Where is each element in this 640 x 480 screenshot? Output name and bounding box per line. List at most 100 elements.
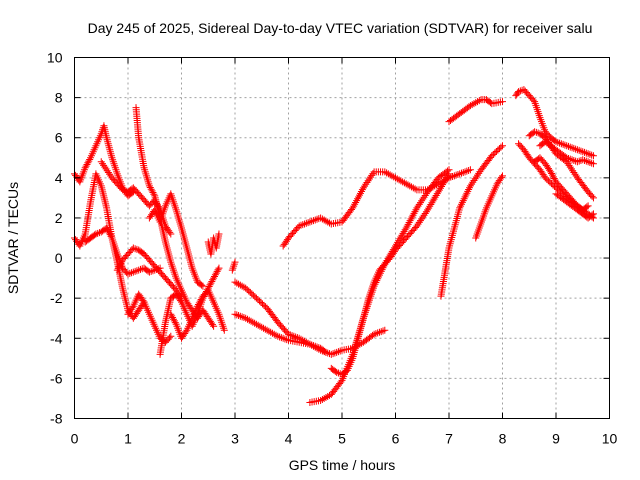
data-point	[235, 312, 243, 320]
data-point	[497, 173, 505, 181]
grid-lines	[74, 57, 610, 419]
data-point	[309, 342, 317, 350]
data-point	[116, 261, 124, 269]
data-point	[414, 202, 422, 210]
data-point	[404, 220, 412, 228]
data-point	[408, 183, 416, 191]
data-point	[427, 201, 435, 209]
series-s9	[167, 286, 228, 342]
data-point	[577, 147, 585, 155]
data-point	[575, 146, 583, 154]
data-point	[106, 170, 114, 178]
data-point	[169, 315, 177, 323]
data-point	[82, 162, 90, 170]
data-point	[466, 102, 474, 110]
data-point	[306, 340, 314, 348]
data-point	[103, 167, 111, 175]
data-point	[259, 300, 267, 308]
data-point	[308, 217, 316, 225]
data-point	[461, 168, 469, 176]
data-point	[288, 332, 296, 340]
data-point	[372, 330, 380, 338]
data-point	[114, 264, 122, 272]
data-point	[245, 287, 253, 295]
data-point	[568, 144, 576, 152]
data-point	[359, 184, 367, 192]
data-point	[334, 348, 342, 356]
data-point	[515, 88, 523, 96]
data-point	[572, 145, 580, 153]
data-point	[549, 173, 557, 181]
x-tick-label: 10	[602, 431, 618, 447]
data-point	[472, 173, 480, 181]
data-point	[313, 343, 321, 351]
data-point	[465, 166, 473, 174]
series-s19	[437, 142, 506, 300]
data-point	[529, 96, 537, 104]
data-point	[402, 224, 410, 232]
data-point	[422, 208, 430, 216]
data-point	[566, 143, 574, 151]
data-point	[129, 268, 137, 276]
data-point	[386, 171, 394, 179]
data-point	[235, 280, 243, 288]
data-point	[362, 180, 370, 188]
data-point	[470, 177, 478, 185]
data-point	[297, 221, 305, 229]
data-point	[299, 221, 307, 229]
data-point	[369, 331, 377, 339]
data-point	[434, 188, 442, 196]
data-point	[569, 167, 577, 175]
data-point	[115, 263, 123, 271]
data-point	[367, 173, 375, 181]
data-point	[117, 259, 125, 267]
data-point	[570, 156, 578, 164]
data-point	[135, 266, 143, 274]
data-point	[240, 314, 248, 322]
data-point	[277, 334, 285, 342]
x-axis-title: GPS time / hours	[289, 457, 396, 473]
data-point	[459, 168, 467, 176]
data-point	[356, 189, 364, 197]
data-point	[554, 138, 562, 146]
data-point	[381, 168, 389, 176]
data-point	[588, 159, 596, 167]
data-point	[579, 156, 587, 164]
data-point	[400, 228, 408, 236]
data-point	[499, 98, 506, 106]
data-point	[409, 184, 417, 192]
data-point	[357, 188, 365, 196]
data-point	[439, 181, 447, 189]
data-point	[336, 347, 344, 355]
data-point	[329, 350, 337, 358]
data-point	[491, 149, 499, 157]
data-point	[100, 161, 108, 169]
data-point	[256, 322, 264, 330]
data-point	[84, 159, 92, 167]
data-point	[429, 197, 437, 205]
data-point	[443, 173, 451, 181]
data-point	[588, 192, 596, 200]
y-tick-label: -2	[50, 290, 63, 306]
data-point	[308, 341, 316, 349]
data-point	[397, 233, 405, 241]
data-point	[419, 195, 427, 203]
data-point	[568, 156, 576, 164]
data-point	[488, 152, 496, 160]
data-point	[315, 344, 323, 352]
data-point	[133, 267, 141, 275]
data-point	[440, 179, 448, 187]
data-point	[195, 299, 203, 307]
data-point	[408, 213, 416, 221]
data-point	[113, 266, 121, 274]
data-point	[208, 277, 216, 285]
data-point	[541, 174, 549, 182]
data-point	[246, 288, 254, 296]
data-point	[194, 301, 202, 309]
x-tick-label: 7	[445, 431, 453, 447]
data-point	[267, 328, 275, 336]
data-point	[399, 178, 407, 186]
data-point	[270, 330, 278, 338]
data-point	[418, 197, 426, 205]
data-point	[364, 177, 372, 185]
